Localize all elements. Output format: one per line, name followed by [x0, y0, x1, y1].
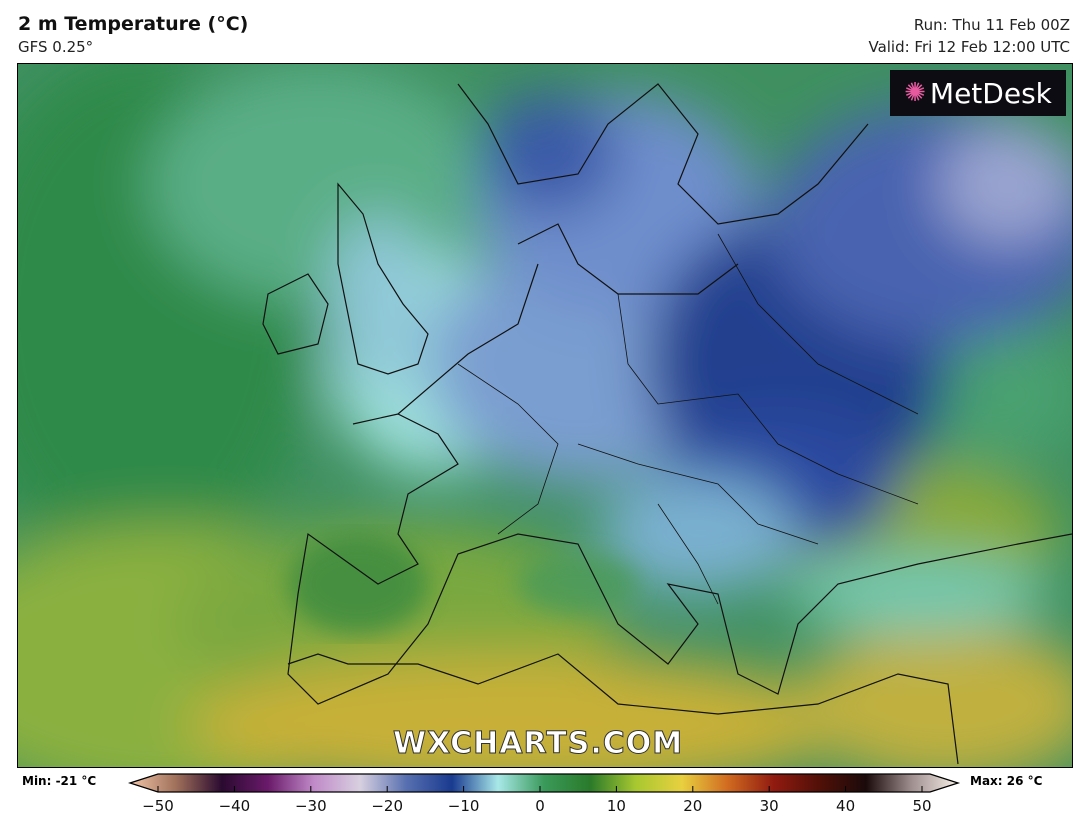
colorbar-tick-label: −50 — [142, 797, 174, 815]
colorbar-tick-label: 20 — [683, 797, 703, 815]
colorbar-tick-label: −10 — [447, 797, 480, 815]
metdesk-logo: ✺ MetDesk — [890, 70, 1066, 116]
colorbar-tick-label: −20 — [371, 797, 404, 815]
run-time: Run: Thu 11 Feb 00Z — [913, 16, 1070, 34]
min-label: Min: -21 °C — [22, 774, 97, 788]
borders — [457, 233, 919, 605]
colorbar-tick-label: −30 — [294, 797, 327, 815]
colorbar-tick-label: 10 — [606, 797, 626, 815]
model-label: GFS 0.25° — [18, 38, 94, 56]
coastlines — [262, 83, 1072, 765]
colorbar-tick-label: 50 — [912, 797, 932, 815]
max-label: Max: 26 °C — [970, 774, 1043, 788]
map-title: 2 m Temperature (°C) — [18, 13, 249, 35]
colorbar-tick-label: −40 — [218, 797, 251, 815]
colorbar — [128, 773, 961, 793]
metdesk-burst-icon: ✺ — [904, 78, 926, 108]
logo-text: MetDesk — [929, 76, 1052, 110]
temperature-map: ✺ MetDesk WXCHARTS.COM — [17, 63, 1073, 768]
valid-time: Valid: Fri 12 Feb 12:00 UTC — [868, 38, 1070, 56]
colorbar-tick-label: 0 — [535, 797, 545, 815]
watermark: WXCHARTS.COM — [392, 726, 684, 762]
temperature-field — [18, 64, 1072, 767]
colorbar-tick-label: 40 — [836, 797, 856, 815]
colorbar-tick-label: 30 — [759, 797, 779, 815]
